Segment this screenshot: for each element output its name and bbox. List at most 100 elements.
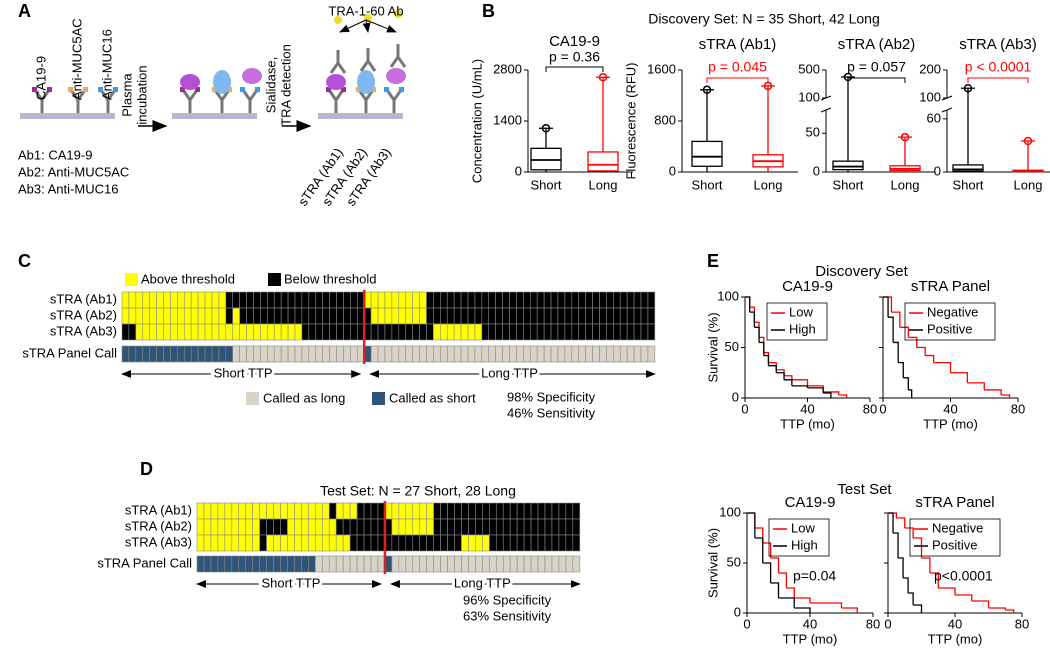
call-cell [391,345,400,363]
km-step [933,362,952,373]
heat-cell [502,323,510,341]
heat-cell [419,518,427,536]
call-cell [558,555,567,573]
call-cell [343,345,351,363]
heat-cell [225,291,234,309]
call-cell [447,555,455,573]
heat-cell [551,534,560,552]
label: Low [789,304,813,319]
heat-cell [211,307,220,325]
call-cell [203,555,212,573]
km-step [967,382,985,390]
heat-cell [328,534,337,552]
heat-cell [558,502,567,520]
heat-cell [121,323,130,341]
antibody-tip [83,87,88,92]
heat-cell [287,291,296,309]
heat-cell [246,307,254,325]
antibody [385,89,403,113]
label: 1600 [647,61,676,76]
label: TTP (mo) [783,631,838,646]
call-cell [170,345,178,363]
km-step [841,607,858,613]
heat-cell [453,307,462,325]
km-step [778,597,795,608]
heat-cell [529,307,538,325]
heat-cell [419,307,427,325]
call-cell [412,555,421,573]
heat-cell [640,307,649,325]
tra-epitope [394,10,402,18]
antibody-tip [68,87,73,92]
label: sTRA (Ab3) [50,323,117,338]
heat-cell [329,291,337,309]
antibody-tip [180,87,185,92]
heat-cell [273,291,282,309]
heat-cell [370,323,379,341]
heat-cell [391,502,400,520]
heat-cell [121,291,130,309]
label: TRA detection [278,44,293,126]
heat-cell [301,502,309,520]
heat-cell [419,534,427,552]
call-cell [142,345,150,363]
call-cell [578,345,586,363]
km-step [1001,394,1011,398]
call-cell [446,345,455,363]
heat-cell [232,307,240,325]
heat-cell [495,307,503,325]
heat-cell [516,323,524,341]
km-step [913,537,923,558]
heat-cell [211,323,220,341]
label: CA19-9 [782,278,833,295]
heat-cell [481,291,490,309]
call-cell [509,555,518,573]
heat-cell [253,291,261,309]
heat-cell [412,534,421,552]
heat-cell [523,307,531,325]
heat-cell [516,502,525,520]
call-cell [572,555,581,573]
label: Sialidase, [263,57,278,113]
heat-cell [135,307,144,325]
heat-cell [433,323,441,341]
heat-cell [626,323,635,341]
heat-cell [267,307,275,325]
axis-break [941,107,953,113]
km-step [754,326,760,343]
heat-cell [467,291,476,309]
label: sTRA (Ab1) [125,502,192,517]
call-cell [398,555,407,573]
heat-cell [523,534,532,552]
heat-cell [495,502,504,520]
km-step [754,527,764,543]
label: 80 [863,401,877,416]
heat-cell [647,291,656,309]
label: 46% Sensitivity [507,405,596,420]
km-step [929,572,939,588]
heat-cell [454,534,462,552]
heat-cell [273,534,281,552]
max-point [1023,136,1033,146]
label: sTRA (Ab1) [50,291,117,306]
heat-cell [516,291,524,309]
heat-cell [571,307,580,325]
heat-cell [218,323,227,341]
km-step [950,372,969,383]
antigen [213,70,231,94]
km-step [823,391,840,395]
heat-cell [183,291,192,309]
km-step [891,311,901,328]
call-cell [516,345,524,363]
heat-cell [170,291,178,309]
call-cell [461,555,469,573]
km-step [908,592,914,605]
heat-cell [398,307,407,325]
heat-cell [135,323,144,341]
call-cell [613,345,621,363]
call-cell [273,345,282,363]
label: 40 [803,616,817,631]
call-cell [489,555,497,573]
call-cell [363,555,372,573]
km-step [904,527,914,538]
